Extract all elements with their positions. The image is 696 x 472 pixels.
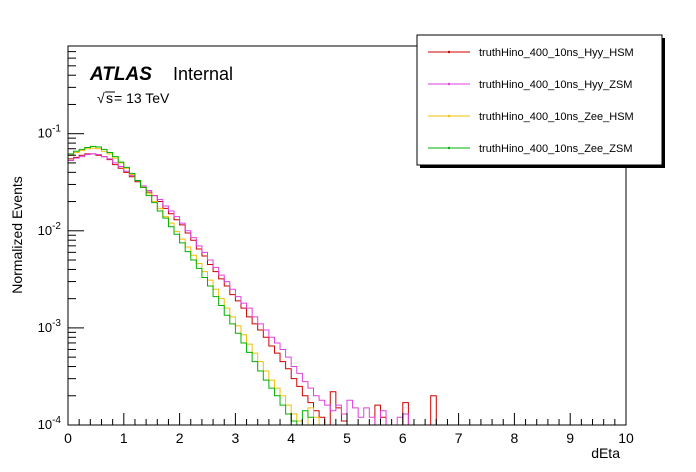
x-tick-label: 0 [64, 430, 72, 446]
y-tick-label: 10-3 [38, 318, 62, 335]
x-tick-label: 4 [287, 430, 295, 446]
legend: truthHino_400_10ns_Hyy_HSM truthHino_400_… [416, 34, 665, 168]
sqrt-symbol: √ [97, 90, 105, 106]
legend-box [416, 34, 663, 166]
y-tick-label: 10-2 [38, 221, 62, 238]
legend-dot [447, 82, 451, 86]
axis-layer: 0 1 2 3 4 5 6 7 8 9 10 10-4 10-3 10-2 10-1 [38, 45, 634, 446]
internal-text: Internal [173, 64, 233, 84]
y-axis-label: Normalized Events [9, 176, 25, 294]
atlas-text: ATLAS [89, 64, 152, 85]
x-tick-label: 8 [511, 430, 519, 446]
x-tick-label: 7 [455, 430, 463, 446]
legend-label: truthHino_400_10ns_Hyy_HSM [479, 47, 634, 59]
energy-value: = 13 TeV [114, 90, 170, 106]
x-tick-label: 2 [176, 430, 184, 446]
x-tick-label: 9 [566, 430, 574, 446]
y-tick-label: 10-1 [38, 124, 62, 141]
x-tick-label: 5 [343, 430, 351, 446]
energy-label: √ s = 13 TeV [97, 90, 170, 106]
legend-dot [447, 146, 451, 150]
legend-entries: truthHino_400_10ns_Hyy_HSM truthHino_400_… [428, 47, 634, 155]
x-axis-label: dEta [591, 445, 620, 461]
x-tick-label: 6 [399, 430, 407, 446]
x-tick-label: 10 [618, 430, 634, 446]
legend-dot [447, 114, 451, 118]
atlas-label: ATLAS Internal [89, 64, 233, 85]
legend-label: truthHino_400_10ns_Zee_ZSM [479, 143, 632, 155]
x-tick-label: 3 [232, 430, 240, 446]
x-tick-label: 1 [120, 430, 128, 446]
energy-s: s [106, 90, 113, 106]
legend-dot [447, 50, 451, 54]
y-tick-label: 10-4 [38, 415, 62, 432]
legend-label: truthHino_400_10ns_Zee_HSM [479, 111, 634, 123]
legend-label: truthHino_400_10ns_Hyy_ZSM [479, 79, 632, 91]
